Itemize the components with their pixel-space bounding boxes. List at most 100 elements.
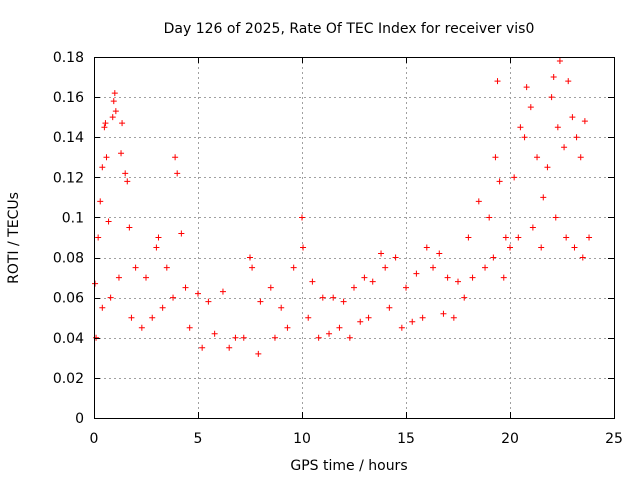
data-point (138, 324, 145, 331)
data-point (163, 264, 170, 271)
data-point (315, 334, 322, 341)
y-tick-label: 0.18 (53, 50, 84, 66)
data-point (392, 254, 399, 261)
data-point (361, 274, 368, 281)
data-point (461, 294, 468, 301)
plot-frame (94, 57, 615, 419)
data-point (149, 314, 156, 321)
data-point (465, 234, 472, 241)
data-point (174, 170, 181, 177)
data-points (92, 58, 593, 357)
data-point (369, 278, 376, 285)
data-point (153, 244, 160, 251)
data-point (527, 104, 534, 111)
data-point (240, 334, 247, 341)
data-point (111, 90, 118, 97)
data-point (284, 324, 291, 331)
x-tick-label: 20 (501, 431, 519, 447)
y-tick-label: 0.02 (53, 371, 84, 387)
data-point (170, 294, 177, 301)
data-point (496, 178, 503, 185)
y-tick-label: 0.1 (62, 210, 84, 226)
data-point (211, 330, 218, 337)
y-tick-label: 0 (75, 411, 84, 427)
data-point (482, 264, 489, 271)
data-point (178, 230, 185, 237)
data-point (159, 304, 166, 311)
chart-grid (94, 57, 614, 418)
data-point (492, 154, 499, 161)
data-point (386, 304, 393, 311)
data-point (577, 154, 584, 161)
data-point (182, 284, 189, 291)
data-point (357, 318, 364, 325)
data-point (205, 298, 212, 305)
data-point (247, 254, 253, 261)
data-point (544, 164, 551, 171)
data-point (309, 278, 316, 285)
data-point (469, 274, 476, 281)
data-point (444, 274, 451, 281)
data-point (534, 154, 541, 161)
data-point (346, 334, 353, 341)
data-point (99, 164, 106, 171)
data-point (455, 278, 461, 285)
data-point (122, 170, 129, 177)
y-tick-label: 0.06 (53, 291, 84, 307)
data-point (563, 234, 570, 241)
x-axis-label: GPS time / hours (290, 458, 407, 474)
x-tick-label: 5 (194, 431, 203, 447)
y-tick-label: 0.14 (53, 130, 84, 146)
data-point (110, 98, 117, 105)
data-point (319, 294, 326, 301)
data-point (326, 330, 333, 337)
data-point (99, 304, 106, 311)
x-tick-label: 15 (397, 431, 415, 447)
data-point (109, 114, 116, 121)
data-point (548, 94, 555, 101)
data-point (249, 264, 256, 271)
data-point (573, 134, 580, 141)
data-point (565, 78, 572, 85)
data-point (199, 344, 206, 351)
data-point (378, 250, 385, 257)
y-axis-tick-labels: 0 0.02 0.04 0.06 0.08 0.1 0.12 0.14 0.16 0.18 (53, 50, 84, 427)
data-point (336, 324, 343, 331)
data-point (118, 150, 125, 157)
data-point (300, 244, 307, 251)
data-point (494, 78, 501, 85)
data-point (155, 234, 162, 241)
y-tick-label: 0.12 (53, 170, 84, 186)
data-point (515, 234, 522, 241)
data-point (132, 264, 139, 271)
data-point (271, 334, 278, 341)
data-point (186, 324, 193, 331)
data-point (517, 124, 524, 131)
data-point (419, 314, 426, 321)
data-point (552, 214, 559, 221)
data-point (299, 214, 305, 221)
data-point (103, 154, 110, 161)
y-tick-label: 0.16 (53, 90, 84, 106)
data-point (112, 108, 119, 115)
y-tick-label: 0.08 (53, 251, 84, 267)
data-point (511, 174, 518, 181)
data-point (95, 234, 102, 241)
data-point (409, 318, 416, 325)
x-tick-label: 0 (90, 431, 99, 447)
data-point (586, 234, 593, 241)
y-axis-label: ROTI / TECUs (6, 192, 22, 284)
data-point (340, 298, 347, 305)
data-point (581, 118, 588, 125)
data-point (102, 120, 109, 127)
data-point (403, 284, 409, 291)
data-point (278, 304, 285, 311)
data-point (195, 290, 201, 297)
data-point (257, 298, 264, 305)
data-point (413, 270, 420, 277)
data-point (450, 314, 457, 321)
data-point (554, 124, 561, 131)
data-point (365, 314, 372, 321)
data-point (219, 288, 226, 295)
data-point (124, 178, 131, 185)
